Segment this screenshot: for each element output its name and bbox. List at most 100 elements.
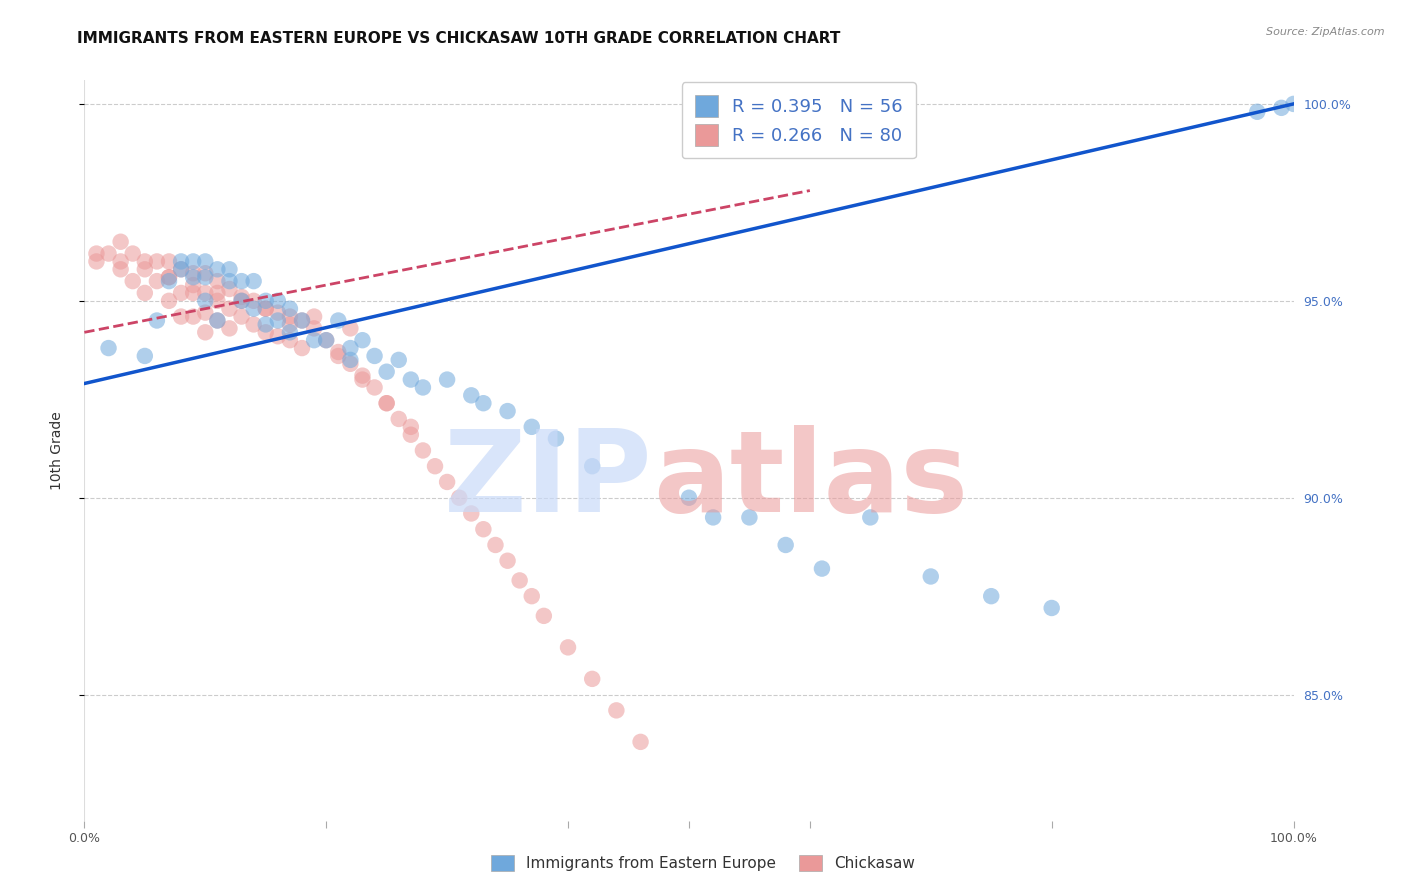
Text: Source: ZipAtlas.com: Source: ZipAtlas.com xyxy=(1267,27,1385,37)
Point xyxy=(1270,101,1292,115)
Point xyxy=(181,270,204,285)
Point xyxy=(267,293,290,308)
Point xyxy=(363,380,385,394)
Point xyxy=(207,313,229,327)
Point xyxy=(218,321,240,335)
Point xyxy=(242,301,264,316)
Point xyxy=(315,333,337,347)
Point xyxy=(194,266,217,280)
Point xyxy=(97,341,120,355)
Point xyxy=(544,432,567,446)
Point xyxy=(170,262,193,277)
Point xyxy=(194,270,217,285)
Point xyxy=(207,285,229,300)
Point xyxy=(278,326,301,340)
Point xyxy=(157,270,180,285)
Point xyxy=(207,313,229,327)
Point xyxy=(436,475,458,489)
Point xyxy=(121,274,143,288)
Point xyxy=(267,313,290,327)
Point xyxy=(231,293,253,308)
Point xyxy=(399,427,422,442)
Point xyxy=(449,491,471,505)
Point xyxy=(328,349,350,363)
Point xyxy=(134,285,156,300)
Point xyxy=(207,293,229,308)
Point xyxy=(328,313,350,327)
Point xyxy=(110,235,132,249)
Point xyxy=(388,352,411,367)
Point xyxy=(496,404,519,418)
Point xyxy=(291,313,314,327)
Point xyxy=(339,352,361,367)
Point xyxy=(254,301,277,316)
Point xyxy=(484,538,506,552)
Point xyxy=(460,507,482,521)
Point xyxy=(218,274,240,288)
Point xyxy=(181,310,204,324)
Point xyxy=(980,589,1002,603)
Point xyxy=(423,459,446,474)
Point xyxy=(170,310,193,324)
Point xyxy=(302,321,325,335)
Point xyxy=(231,290,253,304)
Point xyxy=(194,293,217,308)
Point xyxy=(363,349,385,363)
Point xyxy=(352,373,374,387)
Point xyxy=(738,510,761,524)
Point xyxy=(86,254,108,268)
Point xyxy=(388,412,411,426)
Point xyxy=(181,278,204,293)
Point xyxy=(134,262,156,277)
Point xyxy=(302,333,325,347)
Point xyxy=(242,274,264,288)
Point xyxy=(291,313,314,327)
Point xyxy=(702,510,724,524)
Point xyxy=(557,640,579,655)
Point xyxy=(375,396,398,410)
Legend: R = 0.395   N = 56, R = 0.266   N = 80: R = 0.395 N = 56, R = 0.266 N = 80 xyxy=(682,82,915,159)
Point xyxy=(859,510,882,524)
Y-axis label: 10th Grade: 10th Grade xyxy=(49,411,63,490)
Point xyxy=(194,285,217,300)
Point xyxy=(412,380,434,394)
Point xyxy=(605,703,627,717)
Point xyxy=(520,589,543,603)
Point xyxy=(375,365,398,379)
Text: IMMIGRANTS FROM EASTERN EUROPE VS CHICKASAW 10TH GRADE CORRELATION CHART: IMMIGRANTS FROM EASTERN EUROPE VS CHICKA… xyxy=(77,31,841,46)
Point xyxy=(375,396,398,410)
Point xyxy=(157,274,180,288)
Point xyxy=(218,282,240,296)
Point xyxy=(218,301,240,316)
Point xyxy=(207,262,229,277)
Point xyxy=(194,326,217,340)
Point xyxy=(231,293,253,308)
Point xyxy=(460,388,482,402)
Point xyxy=(436,373,458,387)
Point xyxy=(146,313,169,327)
Point xyxy=(581,459,603,474)
Point xyxy=(1040,601,1063,615)
Point xyxy=(157,254,180,268)
Point xyxy=(1282,96,1305,111)
Point xyxy=(328,345,350,359)
Point xyxy=(775,538,797,552)
Point xyxy=(278,310,301,324)
Point xyxy=(110,262,132,277)
Point xyxy=(267,329,290,343)
Point xyxy=(533,608,555,623)
Point xyxy=(207,274,229,288)
Point xyxy=(86,246,108,260)
Point xyxy=(218,262,240,277)
Point xyxy=(678,491,700,505)
Point xyxy=(278,318,301,332)
Text: atlas: atlas xyxy=(652,425,967,535)
Point xyxy=(231,274,253,288)
Point xyxy=(302,310,325,324)
Point xyxy=(352,368,374,383)
Point xyxy=(920,569,942,583)
Point xyxy=(181,254,204,268)
Point xyxy=(254,293,277,308)
Point xyxy=(110,254,132,268)
Point xyxy=(339,321,361,335)
